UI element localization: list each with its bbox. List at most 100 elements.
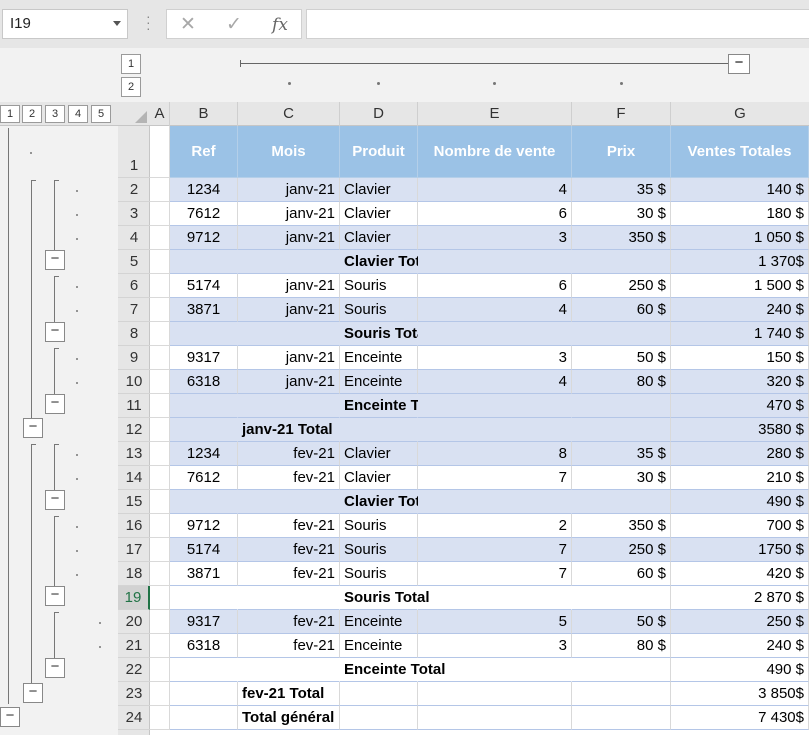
cell-mois[interactable]: fev-21 [238, 610, 340, 634]
cell-a18[interactable] [150, 562, 170, 586]
row-header-2[interactable]: 2 [118, 178, 150, 202]
cell-nombre-de-vente[interactable]: 6 [418, 202, 572, 226]
cell-prix[interactable]: 35 $ [572, 178, 671, 202]
header-produit[interactable]: Produit [340, 126, 418, 178]
cell-nombre-de-vente[interactable]: 7 [418, 466, 572, 490]
cell-c8[interactable] [238, 322, 340, 346]
cell-mois[interactable]: janv-21 [238, 370, 340, 394]
cell-a12[interactable] [150, 418, 170, 442]
cell-prix[interactable]: 35 $ [572, 442, 671, 466]
cell-f23[interactable] [572, 682, 671, 706]
cell-nombre-de-vente[interactable]: 7 [418, 562, 572, 586]
cell-a6[interactable] [150, 274, 170, 298]
cell-a22[interactable] [150, 658, 170, 682]
row-header-3[interactable]: 3 [118, 202, 150, 226]
cell-e12[interactable] [418, 418, 572, 442]
cell-nombre-de-vente[interactable]: 3 [418, 226, 572, 250]
cell-produit[interactable]: Enceinte [340, 370, 418, 394]
row-header-6[interactable]: 6 [118, 274, 150, 298]
cell-e19[interactable] [418, 586, 572, 610]
cell-prix[interactable]: 30 $ [572, 466, 671, 490]
cell-ventes-totales[interactable]: 150 $ [671, 346, 809, 370]
cell-prix[interactable]: 80 $ [572, 634, 671, 658]
cell-a23[interactable] [150, 682, 170, 706]
cell-produit[interactable]: Souris [340, 298, 418, 322]
cell-d23[interactable] [340, 682, 418, 706]
cell-produit[interactable]: Clavier [340, 442, 418, 466]
cell-produit[interactable]: Enceinte [340, 610, 418, 634]
cell-c22[interactable] [238, 658, 340, 682]
cell-ref[interactable]: 6318 [170, 370, 238, 394]
cell-prix[interactable]: 250 $ [572, 538, 671, 562]
outline-collapse-button[interactable]: − [45, 586, 65, 606]
row-header-13[interactable]: 13 [118, 442, 150, 466]
cell-ventes-totales[interactable]: 1 050 $ [671, 226, 809, 250]
column-group-collapse-button[interactable]: − [728, 54, 750, 74]
header-ref[interactable]: Ref [170, 126, 238, 178]
cell-e5[interactable] [418, 250, 572, 274]
row-header-20[interactable]: 20 [118, 610, 150, 634]
cell-a16[interactable] [150, 514, 170, 538]
cell-a1[interactable] [150, 126, 170, 178]
row-header-22[interactable]: 22 [118, 658, 150, 682]
row-header-8[interactable]: 8 [118, 322, 150, 346]
cell-f19[interactable] [572, 586, 671, 610]
cell-nombre-de-vente[interactable]: 6 [418, 274, 572, 298]
cell-a8[interactable] [150, 322, 170, 346]
cell-produit[interactable]: Souris [340, 514, 418, 538]
cell-ventes-totales[interactable]: 210 $ [671, 466, 809, 490]
cell-ventes-totales[interactable]: 140 $ [671, 178, 809, 202]
cell-produit[interactable]: Clavier [340, 226, 418, 250]
cell-produit[interactable]: Souris [340, 538, 418, 562]
cell-ref[interactable]: 7612 [170, 202, 238, 226]
cell-ventes-totales[interactable]: 280 $ [671, 442, 809, 466]
column-header-e[interactable]: E [418, 102, 572, 126]
cell-nombre-de-vente[interactable]: 3 [418, 346, 572, 370]
cell-a3[interactable] [150, 202, 170, 226]
cell-a11[interactable] [150, 394, 170, 418]
subtotal-value[interactable]: 1 740 $ [671, 322, 809, 346]
cell-produit[interactable]: Souris [340, 274, 418, 298]
cell-a5[interactable] [150, 250, 170, 274]
cell-c5[interactable] [238, 250, 340, 274]
cell-ref[interactable]: 9712 [170, 226, 238, 250]
cell-ref[interactable]: 7612 [170, 466, 238, 490]
header-nombre-de-vente[interactable]: Nombre de vente [418, 126, 572, 178]
cell-ventes-totales[interactable]: 180 $ [671, 202, 809, 226]
cell-ventes-totales[interactable]: 320 $ [671, 370, 809, 394]
subtotal-label[interactable]: Clavier Total [340, 250, 433, 274]
cell-a15[interactable] [150, 490, 170, 514]
cell-c19[interactable] [238, 586, 340, 610]
outline-collapse-button[interactable]: − [23, 418, 43, 438]
cell-mois[interactable]: janv-21 [238, 346, 340, 370]
cell-e23[interactable] [418, 682, 572, 706]
header-mois[interactable]: Mois [238, 126, 340, 178]
cell-b5[interactable] [170, 250, 238, 274]
row-header-16[interactable]: 16 [118, 514, 150, 538]
column-header-f[interactable]: F [572, 102, 671, 126]
cell-ref[interactable]: 1234 [170, 178, 238, 202]
total-value[interactable]: 7 430$ [671, 706, 809, 730]
cell-mois[interactable]: fev-21 [238, 634, 340, 658]
cell-produit[interactable]: Clavier [340, 202, 418, 226]
cell-nombre-de-vente[interactable]: 7 [418, 538, 572, 562]
row-header-21[interactable]: 21 [118, 634, 150, 658]
subtotal-label[interactable]: Souris Total [340, 322, 430, 346]
cell-ref[interactable]: 1234 [170, 442, 238, 466]
cell-a14[interactable] [150, 466, 170, 490]
row-header-18[interactable]: 18 [118, 562, 150, 586]
cell-a24[interactable] [150, 706, 170, 730]
column-outline-level-1[interactable]: 1 [121, 54, 141, 74]
cell-e8[interactable] [418, 322, 572, 346]
subtotal-label[interactable]: Souris Total [340, 586, 430, 610]
cell-ref[interactable]: 5174 [170, 538, 238, 562]
total-label[interactable]: Total général [238, 706, 340, 730]
cell-prix[interactable]: 50 $ [572, 346, 671, 370]
cell-f24[interactable] [572, 706, 671, 730]
outline-collapse-button[interactable]: − [45, 250, 65, 270]
formula-input[interactable] [306, 9, 809, 39]
column-outline-level-2[interactable]: 2 [121, 77, 141, 97]
cell-a7[interactable] [150, 298, 170, 322]
cell-produit[interactable]: Clavier [340, 466, 418, 490]
cell-mois[interactable]: fev-21 [238, 466, 340, 490]
